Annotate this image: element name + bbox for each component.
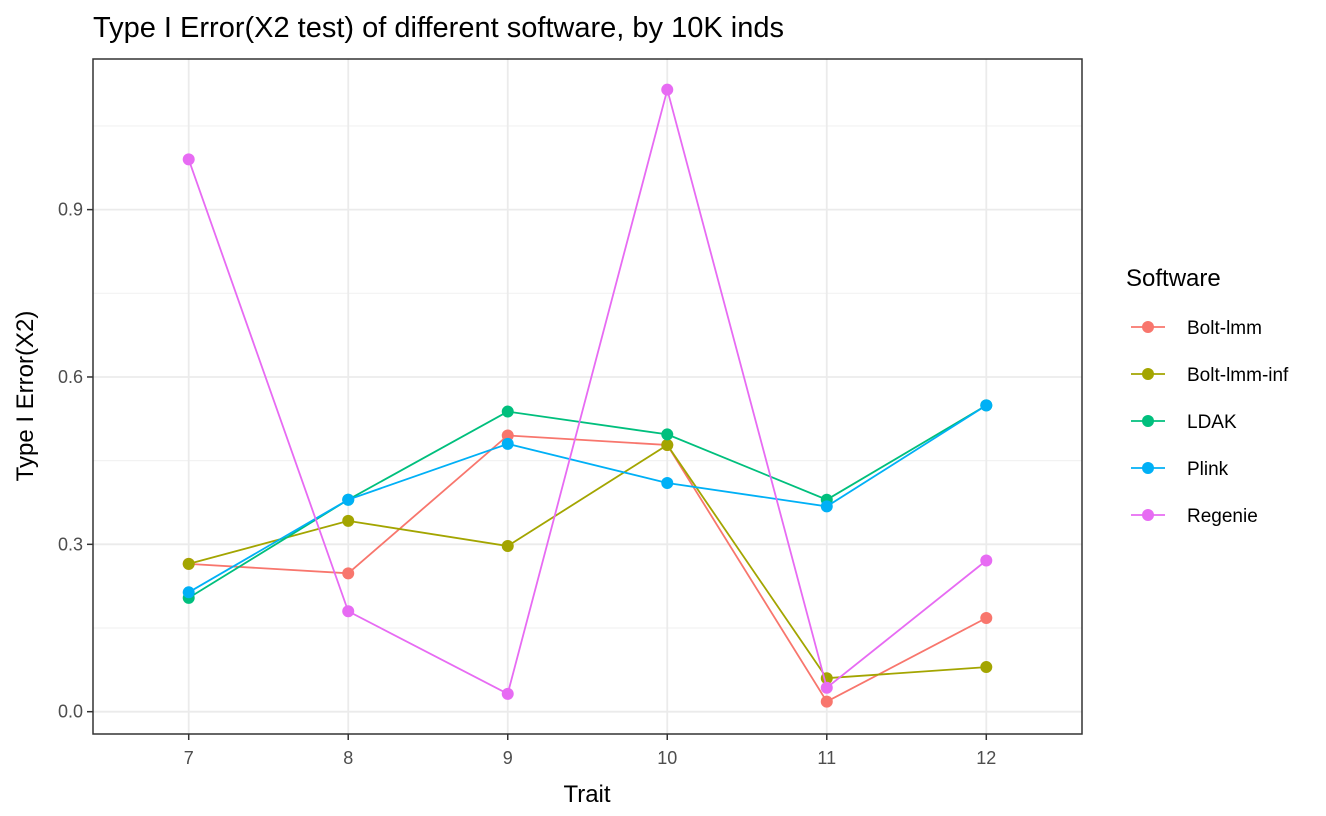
- legend-label: Regenie: [1187, 506, 1258, 527]
- y-tick-label: 0.9: [58, 200, 83, 220]
- series-line: [188, 404, 987, 594]
- legend-key-point: [1142, 321, 1154, 333]
- plot-border: [92, 58, 1083, 735]
- plot-panel: [93, 59, 1082, 734]
- series-line: [188, 443, 987, 680]
- x-axis-title: Trait: [563, 781, 610, 808]
- y-tick-label: 0.3: [58, 534, 83, 554]
- legend-title: Software: [1126, 265, 1221, 292]
- legend-item-regenie: Regenie: [1131, 506, 1258, 527]
- data-point: [501, 429, 514, 442]
- y-tick-label: 0.6: [58, 367, 83, 387]
- legend-label: Bolt-lmm-inf: [1187, 365, 1289, 386]
- data-point: [342, 605, 355, 618]
- data-point: [501, 540, 514, 553]
- legend-item-ldak: LDAK: [1131, 412, 1237, 433]
- series-line: [188, 434, 987, 703]
- data-point: [980, 611, 993, 624]
- series-plink: [182, 399, 993, 599]
- data-point: [342, 493, 355, 506]
- legend-key-point: [1142, 509, 1154, 521]
- data-point: [501, 687, 514, 700]
- legend: Software Bolt-lmm Bolt-lmm-inf LDAK Plink Re…: [1126, 265, 1289, 527]
- data-point: [820, 695, 833, 708]
- data-point: [661, 439, 674, 452]
- data-point: [182, 557, 195, 570]
- data-point: [820, 681, 833, 694]
- legend-key-point: [1142, 415, 1154, 427]
- x-tick-label: 8: [343, 748, 353, 768]
- series-regenie: [182, 83, 993, 700]
- data-point: [342, 567, 355, 580]
- legend-label: Plink: [1187, 459, 1229, 480]
- data-point: [182, 153, 195, 166]
- data-point: [342, 514, 355, 527]
- data-point: [980, 661, 993, 674]
- axes: 0.0 0.3 0.6 0.9 7 8 9 10 11 12: [58, 200, 996, 768]
- y-tick-label: 0.0: [58, 702, 83, 722]
- x-tick-label: 11: [817, 748, 836, 768]
- data-point: [661, 476, 674, 489]
- legend-label: Bolt-lmm: [1187, 318, 1262, 339]
- legend-item-bolt-lmm: Bolt-lmm: [1131, 318, 1262, 339]
- data-point: [980, 399, 993, 412]
- legend-key-point: [1142, 368, 1154, 380]
- data-point: [820, 500, 833, 513]
- legend-key-point: [1142, 462, 1154, 474]
- x-tick-label: 7: [184, 748, 194, 768]
- data-point: [980, 554, 993, 567]
- legend-item-plink: Plink: [1131, 459, 1229, 480]
- x-tick-label: 12: [976, 748, 996, 768]
- legend-item-bolt-lmm-inf: Bolt-lmm-inf: [1131, 365, 1289, 386]
- y-axis-title: Type I Error(X2): [12, 311, 39, 482]
- legend-label: LDAK: [1187, 412, 1237, 433]
- x-tick-label: 10: [657, 748, 677, 768]
- series-line: [187, 86, 987, 696]
- data-point: [501, 405, 514, 418]
- series-bolt-lmm-inf: [182, 439, 993, 685]
- series-layer: [182, 83, 993, 708]
- data-point: [182, 586, 195, 599]
- data-point: [661, 83, 674, 96]
- x-tick-label: 9: [503, 748, 513, 768]
- chart-title: Type I Error(X2 test) of different softw…: [93, 12, 784, 44]
- data-point: [661, 428, 674, 441]
- data-point: [501, 437, 514, 450]
